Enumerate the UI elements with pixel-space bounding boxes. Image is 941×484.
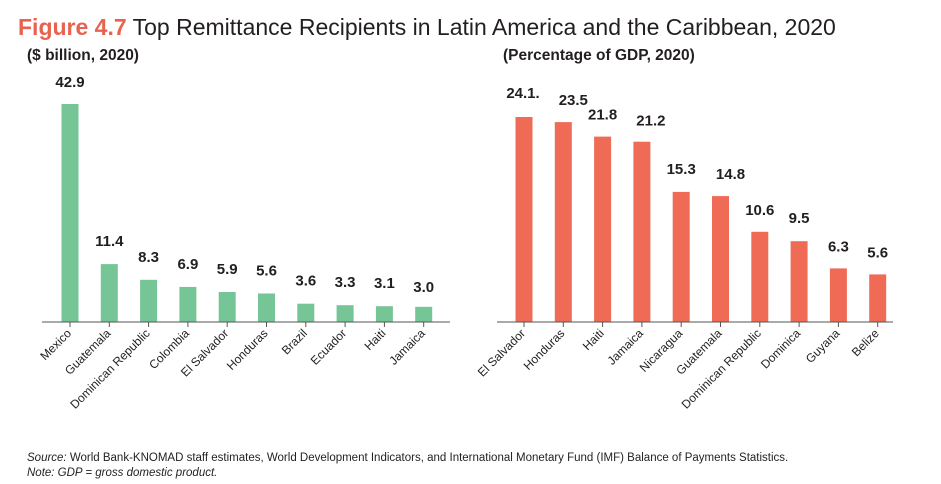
left-chart-subtitle: ($ billion, 2020) [27, 47, 139, 64]
right-bar [712, 196, 729, 322]
left-bar-value-label: 42.9 [55, 74, 84, 91]
left-bar [140, 279, 158, 322]
right-bar [790, 241, 808, 322]
source-label: Source: [27, 452, 67, 464]
right-bar [633, 141, 651, 322]
left-bar [61, 104, 79, 322]
right-category-label: Honduras [521, 326, 568, 373]
left-category-label: Mexico [37, 326, 74, 363]
left-bar-value-label: 3.6 [295, 273, 316, 290]
left-category-label: Ecuador [308, 326, 350, 368]
left-bar [375, 306, 393, 322]
left-category-label: Jamaica [386, 326, 428, 368]
right-bar [751, 231, 769, 322]
left-bar-value-label: 3.0 [413, 279, 434, 296]
left-bar [179, 286, 197, 322]
source-line: Source: World Bank-KNOMAD staff estimate… [27, 452, 788, 464]
right-bar [672, 191, 690, 322]
note-line: Note: GDP = gross domestic product. [27, 467, 218, 479]
right-chart-subtitle: (Percentage of GDP, 2020) [503, 47, 695, 64]
right-bar [869, 274, 887, 322]
figure-label: Figure 4.7 [18, 14, 127, 40]
left-bar-value-label: 11.4 [95, 233, 124, 250]
right-bar-value-label: 6.3 [828, 238, 849, 255]
right-category-label: Haiti [580, 326, 607, 353]
figure-title: Figure 4.7 Top Remittance Recipients in … [18, 14, 836, 41]
left-bar [100, 264, 118, 322]
left-category-label: Brazil [279, 326, 310, 357]
right-bar-value-label: 15.3 [667, 161, 696, 178]
right-bar-value-label: 24.1. [506, 85, 539, 102]
right-bar-value-label: 23.5 [559, 92, 588, 109]
left-category-label: Haiti [362, 326, 389, 353]
source-text: World Bank-KNOMAD staff estimates, World… [69, 452, 789, 464]
left-category-label: Honduras [224, 326, 271, 373]
left-bar [258, 293, 275, 322]
right-bar-value-label: 10.6 [745, 202, 774, 219]
left-bar-value-label: 5.9 [217, 261, 238, 278]
right-bar [554, 122, 572, 322]
right-bar-value-label: 14.8 [716, 166, 745, 183]
right-bar [515, 117, 533, 322]
left-bar-value-label: 3.1 [374, 275, 395, 292]
left-bar-value-label: 8.3 [138, 249, 159, 266]
right-bar [594, 136, 612, 322]
right-bar-value-label: 21.2 [636, 113, 665, 130]
left-bar [218, 292, 236, 322]
figure-title-text: Top Remittance Recipients in Latin Ameri… [132, 14, 836, 40]
left-bar [297, 303, 315, 322]
right-bar-value-label: 5.6 [867, 244, 888, 261]
left-bar-value-label: 6.9 [177, 256, 198, 273]
right-bar-value-label: 9.5 [789, 210, 810, 227]
left-bar [415, 306, 433, 322]
left-bar-value-label: 5.6 [256, 263, 277, 280]
right-bar [829, 268, 847, 322]
right-bar-value-label: 21.8 [588, 107, 617, 124]
right-category-label: Dominica [758, 326, 803, 371]
right-category-label: El Salvador [475, 326, 528, 379]
right-category-label: Guyana [803, 326, 843, 366]
left-bar-value-label: 3.3 [335, 274, 356, 291]
right-category-label: Belize [849, 326, 882, 359]
left-bar [336, 305, 354, 322]
